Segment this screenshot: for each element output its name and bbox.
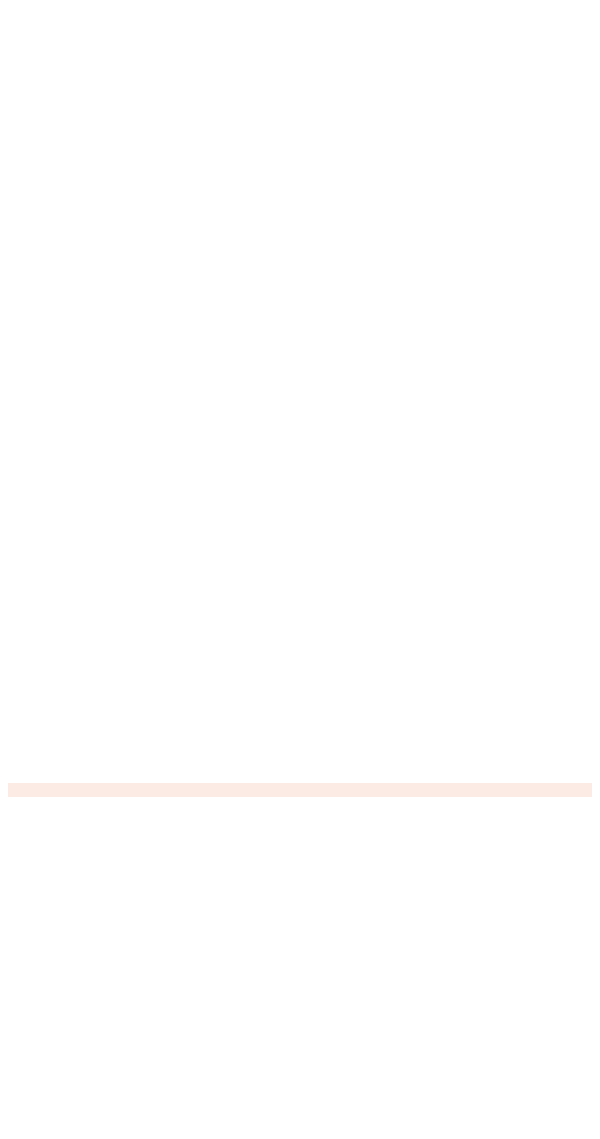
sers-response-ylabel [306, 302, 326, 438]
panel-a-iv [300, 270, 600, 500]
panel-a-i [0, 33, 300, 270]
raman-chart [300, 33, 600, 248]
uvvis-chart [0, 33, 300, 248]
uvvis-ylabel [2, 69, 22, 205]
cal-speds-chart [414, 530, 600, 760]
panel-b-i-pdus [42, 530, 232, 760]
cal-pdus-chart [42, 530, 232, 760]
raman-ylabel [306, 69, 326, 205]
quantification-table [8, 783, 592, 797]
panel-b-i-speds [414, 530, 600, 760]
cal-sers-chart [228, 530, 418, 760]
pdus-response-chart [0, 270, 300, 482]
pdus-response-ylabel [2, 302, 22, 438]
panel-a-iii [0, 270, 300, 500]
panel-b-i-sers [228, 530, 418, 760]
panel-a-ii [300, 33, 600, 270]
sers-response-chart [300, 270, 600, 482]
